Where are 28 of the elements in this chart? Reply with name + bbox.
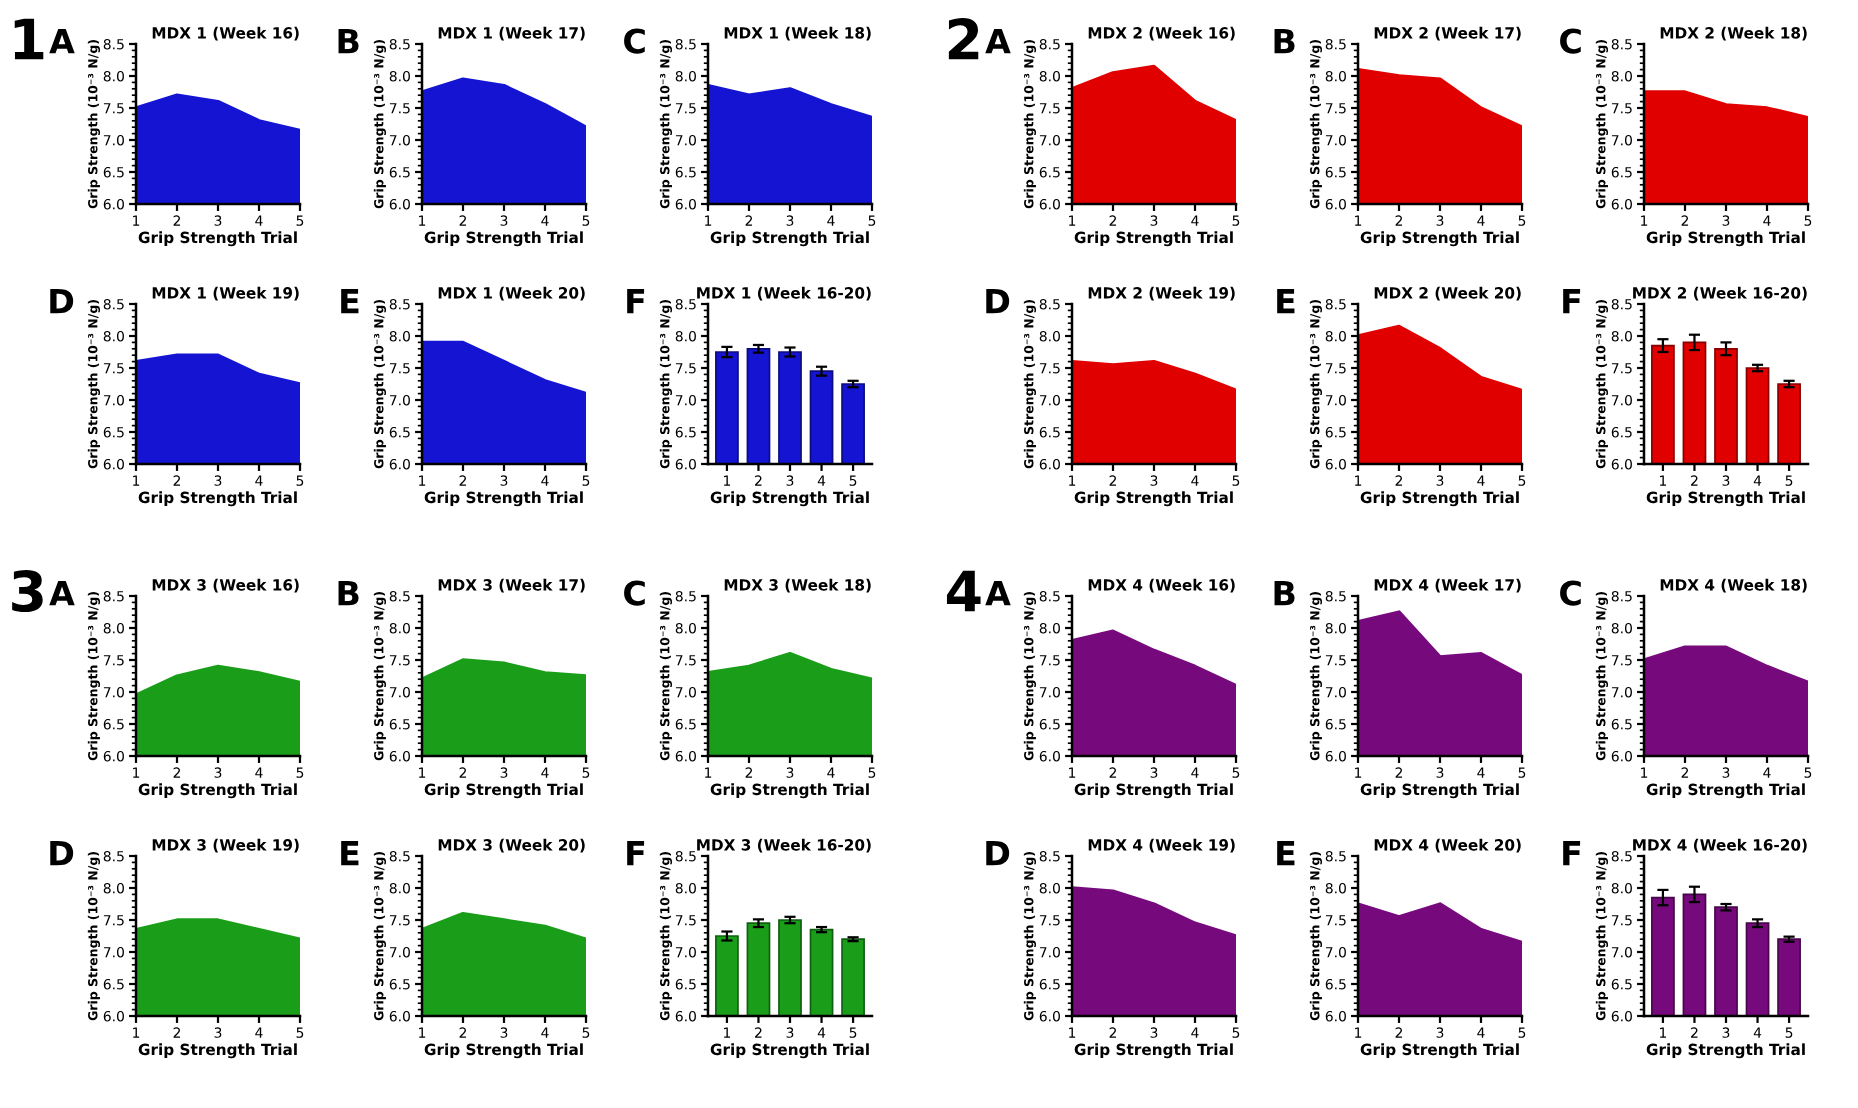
text: E [1277, 840, 1295, 866]
text: C [624, 580, 645, 606]
text: B [338, 580, 359, 606]
text: A [49, 28, 75, 54]
text: B [338, 28, 359, 54]
text: D [50, 288, 74, 314]
text: 2 [948, 18, 979, 60]
text: F [1563, 840, 1581, 866]
text: E [341, 840, 359, 866]
text: D [986, 288, 1010, 314]
text: B [1274, 580, 1295, 606]
text: C [1560, 28, 1581, 54]
text: D [986, 840, 1010, 866]
text: C [1560, 580, 1581, 606]
text: B [1274, 28, 1295, 54]
text: E [341, 288, 359, 314]
text: 3 [12, 570, 43, 613]
text: 4 [946, 570, 981, 612]
text: A [985, 580, 1011, 606]
text: E [1277, 288, 1295, 314]
text: F [1563, 288, 1581, 314]
text: 1 [14, 18, 44, 60]
text: C [624, 28, 645, 54]
text: A [49, 580, 75, 606]
text: A [985, 28, 1011, 54]
text: F [627, 288, 645, 314]
text: F [627, 840, 645, 866]
text: D [50, 840, 74, 866]
